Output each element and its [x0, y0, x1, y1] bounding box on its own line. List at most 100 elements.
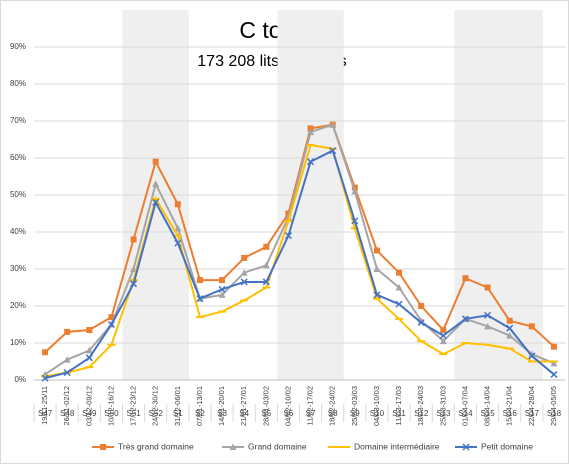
marker [395, 317, 404, 320]
marker [396, 269, 403, 276]
x-tick-label: 29/04-05/05 [549, 386, 558, 426]
marker [505, 347, 514, 350]
marker [174, 201, 181, 208]
marker [307, 128, 315, 136]
marker [484, 311, 492, 319]
x-tick-label: 08/04-14/04 [483, 386, 492, 426]
week-label: S12 [414, 409, 429, 418]
y-tick-label: 10% [10, 338, 26, 347]
marker [100, 444, 106, 450]
marker [63, 369, 71, 377]
x-tick-label: 24/12-30/12 [151, 386, 160, 426]
marker [417, 340, 426, 343]
marker [41, 374, 49, 382]
marker [152, 158, 159, 165]
marker [218, 291, 226, 298]
marker [329, 121, 337, 128]
marker [550, 343, 557, 350]
marker [439, 337, 447, 345]
x-tick-label: 04/02-10/02 [283, 386, 292, 426]
marker [262, 261, 270, 269]
marker [241, 254, 248, 261]
x-tick-label: 18/02-24/02 [328, 386, 337, 426]
legend-label: Grand domaine [248, 441, 307, 451]
marker [350, 227, 359, 230]
week-label: S11 [392, 409, 406, 418]
x-tick-label: 11/02-17/02 [306, 386, 315, 425]
marker [439, 353, 448, 356]
x-tick-label: 28/01-03/02 [261, 386, 270, 426]
week-label: S8 [328, 409, 338, 418]
marker [373, 247, 380, 254]
week-label: S50 [104, 409, 119, 418]
y-tick-label: 40% [10, 227, 26, 236]
x-tick-label: 04/03-10/03 [372, 386, 381, 426]
marker [85, 354, 93, 362]
x-tick-label: 22/04-28/04 [527, 386, 536, 426]
marker [506, 324, 514, 332]
marker [86, 327, 93, 334]
marker [218, 285, 226, 293]
marker [262, 278, 270, 286]
week-label: S9 [350, 409, 360, 418]
marker [335, 446, 343, 448]
week-label: S7 [306, 409, 316, 418]
marker [307, 125, 314, 132]
marker [550, 370, 558, 378]
marker [506, 317, 513, 324]
week-label: S48 [60, 409, 75, 418]
week-label: S10 [370, 409, 385, 418]
marker [462, 443, 470, 451]
week-label: S51 [126, 409, 141, 418]
marker [85, 346, 93, 354]
marker [484, 284, 491, 291]
week-label: S2 [195, 409, 205, 418]
marker [461, 315, 469, 323]
x-tick-label: 18/03-24/03 [416, 386, 425, 426]
marker [152, 198, 160, 206]
legend-label: Domaine intermédiaire [354, 441, 440, 451]
y-tick-label: 80% [10, 79, 26, 88]
marker [63, 356, 71, 363]
y-tick-label: 70% [10, 116, 26, 125]
marker [417, 319, 425, 327]
marker [351, 217, 359, 225]
week-label: S4 [239, 409, 249, 418]
marker [152, 180, 160, 187]
marker [528, 350, 536, 358]
marker [506, 332, 514, 339]
week-label: S47 [38, 409, 53, 418]
x-tick-label: 25/02-03/03 [350, 386, 359, 426]
marker [329, 147, 337, 155]
x-tick-label: 31/12-06/01 [173, 386, 182, 426]
marker [240, 269, 248, 276]
marker [528, 352, 536, 360]
marker [240, 299, 249, 302]
marker [284, 219, 293, 222]
y-tick-label: 60% [10, 153, 26, 162]
marker [174, 239, 182, 247]
week-label: S17 [525, 409, 540, 418]
week-label: S5 [261, 409, 271, 418]
legend-label: Très grand domaine [118, 441, 194, 451]
x-tick-label: 25/03-31/03 [438, 386, 447, 426]
series-line [44, 123, 555, 376]
marker [108, 314, 115, 321]
marker [196, 277, 203, 284]
y-tick-label: 20% [10, 301, 26, 310]
marker [41, 375, 50, 378]
marker [395, 284, 403, 291]
marker [351, 184, 358, 191]
legend-label: Petit domaine [481, 441, 533, 451]
marker [107, 343, 116, 346]
marker [262, 286, 271, 289]
marker [550, 359, 558, 367]
y-tick-label: 50% [10, 190, 26, 199]
x-tick-label: 01/04-07/04 [460, 386, 469, 426]
x-tick-label: 10/12-16/12 [106, 386, 115, 426]
x-tick-label: 15/04-21/04 [505, 386, 514, 426]
series-line [44, 149, 555, 380]
marker [284, 232, 292, 240]
marker [527, 360, 536, 363]
